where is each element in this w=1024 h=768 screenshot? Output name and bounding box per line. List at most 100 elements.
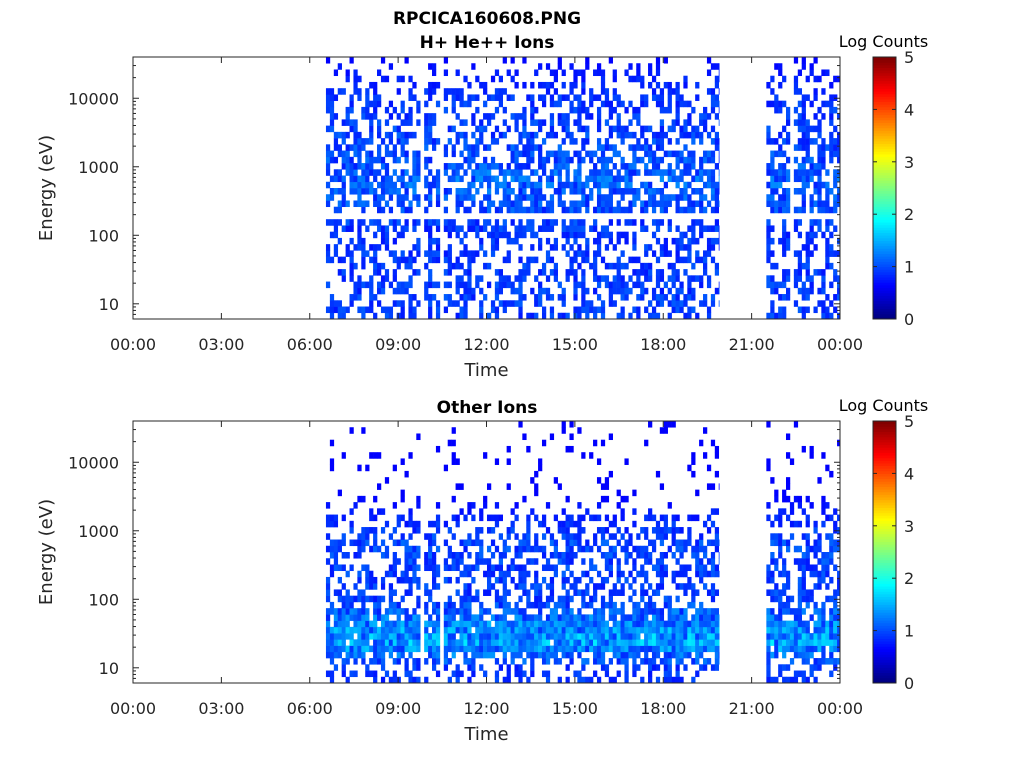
spectrogram-cell [691, 552, 696, 559]
spectrogram-cell [805, 181, 810, 189]
spectrogram-cell [596, 237, 602, 245]
spectrogram-cell [624, 219, 629, 226]
spectrogram-cell [640, 564, 645, 572]
spectrogram-cell [691, 470, 696, 478]
spectrogram-cell [714, 113, 720, 120]
spectrogram-cell [671, 676, 676, 684]
spectrogram-cell [384, 269, 390, 276]
spectrogram-cell [475, 250, 480, 257]
spectrogram-cell [593, 439, 598, 447]
spectrogram-cell [538, 651, 543, 659]
spectrogram-cell [770, 608, 775, 615]
spectrogram-cell [561, 81, 566, 89]
spectrogram-cell [369, 244, 374, 251]
spectrogram-cell [541, 626, 547, 634]
spectrogram-cell [435, 570, 441, 578]
spectrogram-cell [412, 81, 417, 89]
spectrogram-cell [325, 670, 331, 678]
spectrogram-cell [821, 200, 826, 208]
spectrogram-cell [498, 595, 503, 603]
spectrogram-cell [703, 452, 708, 459]
spectrogram-cell [428, 181, 433, 189]
spectrogram-cell [483, 169, 488, 176]
spectrogram-cell [624, 614, 629, 621]
spectrogram-cell [416, 583, 421, 590]
colorbar-segment [873, 148, 896, 152]
colorbar-segment [873, 502, 896, 506]
spectrogram-cell [325, 194, 331, 201]
spectrogram-cell [821, 626, 826, 634]
spectrogram-cell [679, 287, 684, 295]
spectrogram-cell [706, 306, 712, 314]
spectrogram-cell [333, 558, 339, 565]
spectrogram-cell [416, 244, 421, 251]
spectrogram-cell [388, 589, 394, 596]
spectrogram-cell [349, 608, 354, 615]
spectrogram-cell [573, 583, 578, 590]
x-tick-label: 18:00 [640, 699, 686, 718]
spectrogram-cell [640, 595, 645, 603]
spectrogram-cell [679, 175, 684, 183]
spectrogram-cell [447, 658, 452, 665]
spectrogram-cell [710, 483, 716, 490]
spectrogram-cell [557, 527, 562, 534]
y-tick-label: 10000 [68, 453, 119, 472]
spectrogram-cell [608, 125, 613, 133]
spectrogram-cell [345, 150, 350, 158]
spectrogram-cell [628, 539, 633, 547]
spectrogram-cell [699, 219, 704, 226]
spectrogram-cell [620, 100, 625, 108]
spectrogram-cell [573, 275, 578, 282]
spectrogram-cell [479, 225, 484, 232]
spectrogram-cell [612, 633, 617, 640]
spectrogram-cell [541, 552, 547, 559]
spectrogram-cell [809, 275, 814, 282]
colorbar-segment [873, 85, 896, 89]
spectrogram-cell [549, 645, 555, 653]
spectrogram-cell [545, 658, 551, 665]
spectrogram-cell [384, 608, 390, 615]
spectrogram-cell [451, 225, 456, 232]
spectrogram-cell [455, 564, 460, 572]
spectrogram-cell [600, 645, 606, 653]
spectrogram-cell [805, 175, 810, 183]
spectrogram-cell [518, 181, 523, 189]
spectrogram-cell [655, 294, 661, 301]
spectrogram-cell [809, 163, 814, 170]
spectrogram-cell [612, 620, 617, 628]
spectrogram-cell [782, 163, 787, 170]
spectrogram-cell [782, 539, 787, 547]
spectrogram-cell [620, 620, 625, 628]
spectrogram-cell [369, 275, 374, 282]
spectrogram-cell [600, 651, 606, 659]
spectrogram-cell [435, 175, 441, 183]
spectrogram-cell [435, 583, 441, 590]
spectrogram-cell [636, 601, 641, 609]
spectrogram-cell [357, 545, 362, 553]
spectrogram-cell [494, 626, 500, 634]
spectrogram-cell [616, 169, 621, 176]
spectrogram-cell [384, 520, 390, 528]
spectrogram-cell [699, 131, 704, 139]
spectrogram-cell [829, 608, 834, 615]
spectrogram-cell [479, 81, 484, 89]
spectrogram-cell [789, 502, 795, 509]
spectrogram-cell [408, 306, 413, 314]
spectrogram-cell [766, 639, 771, 646]
spectrogram-cell [569, 88, 574, 95]
spectrogram-cell [380, 194, 386, 201]
spectrogram-cell [793, 495, 799, 503]
spectrogram-cell [447, 88, 452, 95]
spectrogram-cell [534, 626, 539, 634]
spectrogram-cell [408, 452, 413, 459]
spectrogram-cell [522, 163, 527, 170]
spectrogram-cell [577, 156, 582, 164]
spectrogram-cell [573, 633, 578, 640]
spectrogram-cell [785, 433, 791, 441]
colorbar-segment [873, 219, 896, 223]
spectrogram-cell [510, 658, 515, 665]
spectrogram-cell [608, 614, 613, 621]
spectrogram-cell [687, 169, 692, 176]
spectrogram-cell [408, 545, 413, 553]
spectrogram-cell [392, 106, 397, 114]
